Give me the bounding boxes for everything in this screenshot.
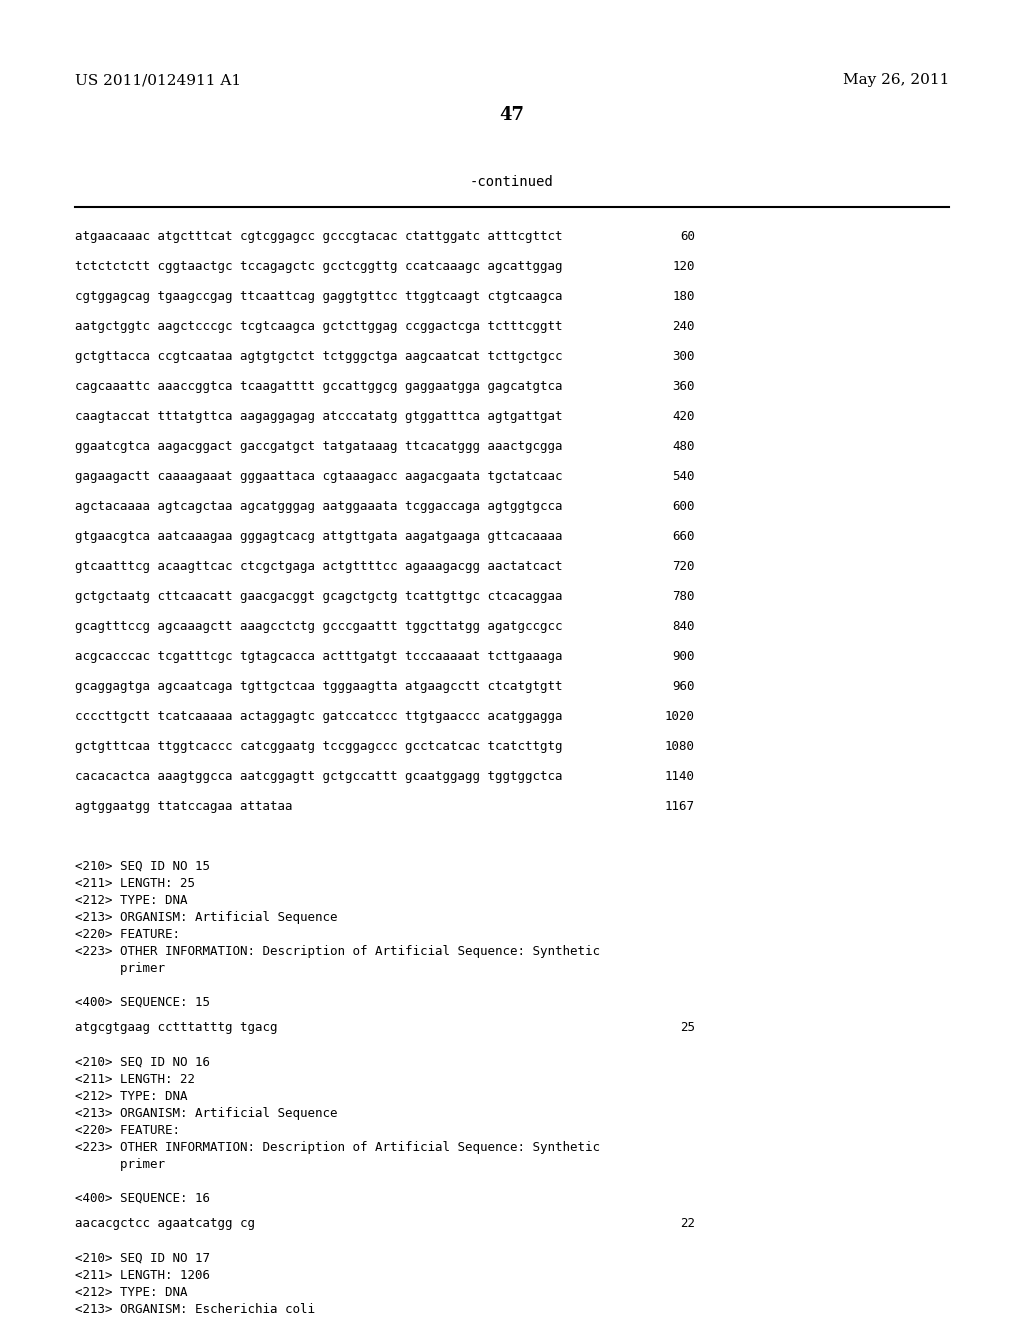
Text: <211> LENGTH: 22: <211> LENGTH: 22	[75, 1073, 195, 1086]
Text: <212> TYPE: DNA: <212> TYPE: DNA	[75, 1090, 187, 1104]
Text: 1167: 1167	[665, 800, 695, 813]
Text: 420: 420	[673, 411, 695, 422]
Text: gtcaatttcg acaagttcac ctcgctgaga actgttttcc agaaagacgg aactatcact: gtcaatttcg acaagttcac ctcgctgaga actgttt…	[75, 560, 562, 573]
Text: 600: 600	[673, 500, 695, 513]
Text: aacacgctcc agaatcatgg cg: aacacgctcc agaatcatgg cg	[75, 1217, 255, 1230]
Text: -continued: -continued	[470, 176, 554, 189]
Text: <223> OTHER INFORMATION: Description of Artificial Sequence: Synthetic: <223> OTHER INFORMATION: Description of …	[75, 945, 600, 958]
Text: agtggaatgg ttatccagaa attataa: agtggaatgg ttatccagaa attataa	[75, 800, 293, 813]
Text: 660: 660	[673, 531, 695, 543]
Text: 360: 360	[673, 380, 695, 393]
Text: May 26, 2011: May 26, 2011	[843, 73, 949, 87]
Text: 300: 300	[673, 350, 695, 363]
Text: agctacaaaa agtcagctaa agcatgggag aatggaaata tcggaccaga agtggtgcca: agctacaaaa agtcagctaa agcatgggag aatggaa…	[75, 500, 562, 513]
Text: <220> FEATURE:: <220> FEATURE:	[75, 1125, 180, 1137]
Text: <212> TYPE: DNA: <212> TYPE: DNA	[75, 1286, 187, 1299]
Text: 1080: 1080	[665, 741, 695, 752]
Text: cagcaaattc aaaccggtca tcaagatttt gccattggcg gaggaatgga gagcatgtca: cagcaaattc aaaccggtca tcaagatttt gccattg…	[75, 380, 562, 393]
Text: 540: 540	[673, 470, 695, 483]
Text: cacacactca aaagtggcca aatcggagtt gctgccattt gcaatggagg tggtggctca: cacacactca aaagtggcca aatcggagtt gctgcca…	[75, 770, 562, 783]
Text: acgcacccac tcgatttcgc tgtagcacca actttgatgt tcccaaaaat tcttgaaaga: acgcacccac tcgatttcgc tgtagcacca actttga…	[75, 649, 562, 663]
Text: 1020: 1020	[665, 710, 695, 723]
Text: <210> SEQ ID NO 16: <210> SEQ ID NO 16	[75, 1056, 210, 1069]
Text: 240: 240	[673, 319, 695, 333]
Text: tctctctctt cggtaactgc tccagagctc gcctcggttg ccatcaaagc agcattggag: tctctctctt cggtaactgc tccagagctc gcctcgg…	[75, 260, 562, 273]
Text: <211> LENGTH: 25: <211> LENGTH: 25	[75, 876, 195, 890]
Text: 120: 120	[673, 260, 695, 273]
Text: <213> ORGANISM: Artificial Sequence: <213> ORGANISM: Artificial Sequence	[75, 911, 338, 924]
Text: <210> SEQ ID NO 15: <210> SEQ ID NO 15	[75, 861, 210, 873]
Text: <223> OTHER INFORMATION: Description of Artificial Sequence: Synthetic: <223> OTHER INFORMATION: Description of …	[75, 1140, 600, 1154]
Text: 25: 25	[680, 1020, 695, 1034]
Text: 180: 180	[673, 290, 695, 304]
Text: gcagtttccg agcaaagctt aaagcctctg gcccgaattt tggcttatgg agatgccgcc: gcagtttccg agcaaagctt aaagcctctg gcccgaa…	[75, 620, 562, 634]
Text: primer: primer	[75, 962, 165, 975]
Text: <211> LENGTH: 1206: <211> LENGTH: 1206	[75, 1269, 210, 1282]
Text: gctgtttcaa ttggtcaccc catcggaatg tccggagccc gcctcatcac tcatcttgtg: gctgtttcaa ttggtcaccc catcggaatg tccggag…	[75, 741, 562, 752]
Text: aatgctggtc aagctcccgc tcgtcaagca gctcttggag ccggactcga tctttcggtt: aatgctggtc aagctcccgc tcgtcaagca gctcttg…	[75, 319, 562, 333]
Text: 960: 960	[673, 680, 695, 693]
Text: 480: 480	[673, 440, 695, 453]
Text: primer: primer	[75, 1158, 165, 1171]
Text: 780: 780	[673, 590, 695, 603]
Text: gctgctaatg cttcaacatt gaacgacggt gcagctgctg tcattgttgc ctcacaggaa: gctgctaatg cttcaacatt gaacgacggt gcagctg…	[75, 590, 562, 603]
Text: 22: 22	[680, 1217, 695, 1230]
Text: 1140: 1140	[665, 770, 695, 783]
Text: gtgaacgtca aatcaaagaa gggagtcacg attgttgata aagatgaaga gttcacaaaa: gtgaacgtca aatcaaagaa gggagtcacg attgttg…	[75, 531, 562, 543]
Text: <213> ORGANISM: Artificial Sequence: <213> ORGANISM: Artificial Sequence	[75, 1107, 338, 1119]
Text: atgcgtgaag cctttatttg tgacg: atgcgtgaag cctttatttg tgacg	[75, 1020, 278, 1034]
Text: gcaggagtga agcaatcaga tgttgctcaa tgggaagtta atgaagcctt ctcatgtgtt: gcaggagtga agcaatcaga tgttgctcaa tgggaag…	[75, 680, 562, 693]
Text: 60: 60	[680, 230, 695, 243]
Text: 900: 900	[673, 649, 695, 663]
Text: cgtggagcag tgaagccgag ttcaattcag gaggtgttcc ttggtcaagt ctgtcaagca: cgtggagcag tgaagccgag ttcaattcag gaggtgt…	[75, 290, 562, 304]
Text: atgaacaaac atgctttcat cgtcggagcc gcccgtacac ctattggatc atttcgttct: atgaacaaac atgctttcat cgtcggagcc gcccgta…	[75, 230, 562, 243]
Text: <213> ORGANISM: Escherichia coli: <213> ORGANISM: Escherichia coli	[75, 1303, 315, 1316]
Text: ccccttgctt tcatcaaaaa actaggagtc gatccatccc ttgtgaaccc acatggagga: ccccttgctt tcatcaaaaa actaggagtc gatccat…	[75, 710, 562, 723]
Text: gctgttacca ccgtcaataa agtgtgctct tctgggctga aagcaatcat tcttgctgcc: gctgttacca ccgtcaataa agtgtgctct tctgggc…	[75, 350, 562, 363]
Text: US 2011/0124911 A1: US 2011/0124911 A1	[75, 73, 241, 87]
Text: 47: 47	[500, 106, 524, 124]
Text: 840: 840	[673, 620, 695, 634]
Text: <210> SEQ ID NO 17: <210> SEQ ID NO 17	[75, 1251, 210, 1265]
Text: gagaagactt caaaagaaat gggaattaca cgtaaagacc aagacgaata tgctatcaac: gagaagactt caaaagaaat gggaattaca cgtaaag…	[75, 470, 562, 483]
Text: 720: 720	[673, 560, 695, 573]
Text: <400> SEQUENCE: 16: <400> SEQUENCE: 16	[75, 1192, 210, 1205]
Text: <212> TYPE: DNA: <212> TYPE: DNA	[75, 894, 187, 907]
Text: <220> FEATURE:: <220> FEATURE:	[75, 928, 180, 941]
Text: ggaatcgtca aagacggact gaccgatgct tatgataaag ttcacatggg aaactgcgga: ggaatcgtca aagacggact gaccgatgct tatgata…	[75, 440, 562, 453]
Text: <400> SEQUENCE: 15: <400> SEQUENCE: 15	[75, 997, 210, 1008]
Text: caagtaccat tttatgttca aagaggagag atcccatatg gtggatttca agtgattgat: caagtaccat tttatgttca aagaggagag atcccat…	[75, 411, 562, 422]
